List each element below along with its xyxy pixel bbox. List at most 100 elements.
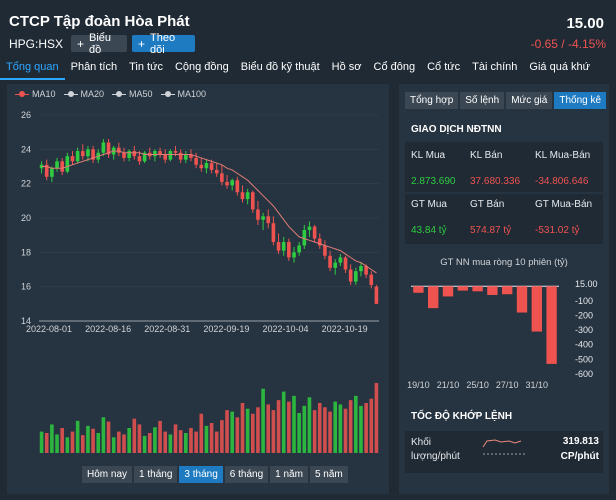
volume-bar: [204, 425, 209, 453]
chart-legend: MA10 MA20 MA50 MA100: [15, 89, 206, 99]
range-today[interactable]: Hôm nay: [82, 466, 133, 483]
candle-body: [137, 156, 142, 162]
tab-shareholders[interactable]: Cổ đông: [373, 61, 416, 73]
volume-bar: [297, 413, 301, 453]
nn-bar: [502, 286, 513, 295]
volume-bar: [127, 428, 131, 453]
plus-icon: +: [138, 36, 146, 51]
candle-body: [364, 266, 368, 275]
volume-bar: [168, 434, 173, 453]
speed-value: 319.813: [562, 436, 599, 447]
tab-technical-chart[interactable]: Biểu đồ kỹ thuật: [240, 61, 320, 73]
vol-buy-value: 2.873.690: [411, 176, 456, 187]
tab-summary[interactable]: Tổng hợp: [405, 92, 459, 109]
volume-bar: [312, 410, 317, 453]
volume-bar: [302, 405, 307, 453]
tab-price-levels[interactable]: Mức giá: [506, 92, 553, 109]
tab-price-history[interactable]: Giá quá khứ: [529, 61, 590, 73]
nn-bar: [457, 286, 468, 291]
stock-header: CTCP Tập đoàn Hòa Phát 15.00 HPG:HSX + Bi…: [0, 0, 616, 56]
follow-button-label: Theo dõi: [150, 31, 176, 56]
tab-profile[interactable]: Hồ sơ: [331, 61, 362, 73]
candle-body: [245, 192, 250, 200]
volume-bar: [369, 398, 374, 453]
candle-body: [101, 142, 106, 153]
range-3-months[interactable]: 3 tháng: [179, 466, 223, 483]
match-speed-title: TỐC ĐỘ KHỚP LỆNH: [411, 411, 513, 422]
tab-financials[interactable]: Tài chính: [472, 61, 518, 73]
volume-bar: [55, 434, 59, 453]
tab-news[interactable]: Tin tức: [129, 61, 163, 73]
foreign-volume-box: KL Mua KL Bán KL Mua-Bán 2.873.690 37.68…: [405, 142, 603, 192]
legend-ma20[interactable]: MA20: [63, 89, 105, 99]
volume-bar: [374, 383, 379, 453]
ticker-symbol: HPG:HSX: [9, 37, 64, 51]
tab-analysis[interactable]: Phân tích: [70, 61, 118, 73]
volume-bar: [137, 424, 142, 453]
chart-button[interactable]: + Biểu đồ: [71, 32, 127, 56]
legend-ma100[interactable]: MA100: [160, 89, 206, 99]
volume-bar: [91, 428, 95, 453]
range-1-month[interactable]: 1 tháng: [134, 466, 178, 483]
volume-bar: [184, 433, 188, 453]
range-1-year[interactable]: 1 năm: [270, 466, 308, 483]
candle-body: [240, 192, 245, 200]
volume-bar: [230, 411, 234, 453]
x-tick-label: 2022-09-19: [203, 324, 249, 334]
volume-bar: [307, 397, 312, 453]
volume-bar: [75, 420, 80, 453]
candle-body: [44, 164, 49, 177]
vol-sell-value: 37.680.336: [470, 176, 521, 187]
stats-panel: Tổng hợp Số lệnh Mức giá Thống kê GIAO D…: [399, 84, 609, 494]
candle-body: [214, 169, 219, 174]
y-tick-label: 16: [21, 282, 31, 292]
volume-bar: [209, 423, 214, 453]
candle-body: [50, 168, 54, 177]
volume-bar: [225, 410, 229, 453]
volume-bar: [338, 404, 343, 453]
candle-body: [343, 257, 348, 270]
volume-bar: [117, 431, 121, 453]
candlestick-chart[interactable]: 14 16 18 20 22 24 26 2022-08-01 2022-08-16 2022-0…: [7, 84, 389, 462]
candle-body: [302, 230, 307, 246]
legend-ma20-label: MA20: [80, 89, 105, 99]
volume-bar: [317, 403, 322, 453]
tab-orders[interactable]: Số lệnh: [460, 92, 505, 109]
volume-bar: [80, 435, 85, 453]
tab-dividends[interactable]: Cổ tức: [427, 61, 461, 73]
tab-community[interactable]: Cộng đồng: [174, 61, 229, 73]
legend-ma10[interactable]: MA10: [15, 89, 56, 99]
candle-body: [333, 262, 338, 268]
tab-statistics[interactable]: Thống kê: [554, 92, 607, 109]
follow-button[interactable]: + Theo dõi: [132, 32, 195, 56]
tab-overview[interactable]: Tổng quan: [0, 58, 65, 80]
candle-body: [65, 156, 70, 172]
candle-body: [70, 156, 75, 162]
speed-sparkline: [482, 439, 525, 455]
foreign-trading-title: GIAO DỊCH NĐTNN: [411, 124, 502, 135]
range-selector: Hôm nay 1 tháng 3 tháng 6 tháng 1 năm 5 …: [82, 466, 350, 483]
candle-body: [55, 161, 59, 169]
match-speed-box: Khối lượng/phút 319.813 CP/phút: [405, 431, 603, 473]
range-6-months[interactable]: 6 tháng: [224, 466, 269, 483]
candle-body: [261, 216, 265, 220]
volume-bar: [266, 404, 271, 453]
volume-bar: [281, 391, 286, 453]
volume-bar: [158, 420, 162, 453]
range-5-years[interactable]: 5 năm: [309, 466, 348, 483]
candle-body: [369, 274, 374, 285]
candle-body: [307, 226, 312, 231]
candle-body: [287, 242, 291, 258]
volume-bar: [364, 403, 368, 453]
volume-bar: [70, 431, 75, 453]
volume-bar: [101, 417, 106, 453]
candle-body: [292, 252, 296, 258]
volume-bar: [250, 413, 255, 453]
y-tick-label: 14: [21, 316, 31, 326]
nn-bar: [487, 286, 498, 295]
volume-bar: [271, 410, 276, 453]
net-buy-bar-chart[interactable]: 15.00 -100 -200 -300 -400 -500 -600 19/10 21/10 2…: [399, 274, 609, 394]
volume-bar: [60, 428, 64, 453]
nn-x-tick-label: 31/10: [526, 380, 549, 390]
legend-ma50[interactable]: MA50: [112, 89, 153, 99]
